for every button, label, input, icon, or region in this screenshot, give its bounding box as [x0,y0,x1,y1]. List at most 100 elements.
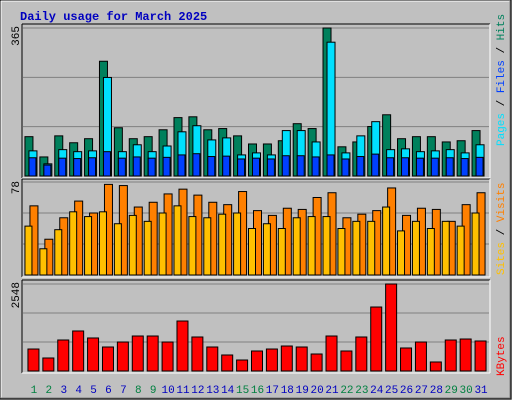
bar [222,155,231,177]
y-max-label: 365 [11,26,23,46]
chart-title: Daily usage for March 2025 [20,10,207,24]
bar [401,157,410,177]
bar [73,158,82,177]
bar [69,211,78,276]
y-max-label: 2548 [11,282,23,308]
x-tick-label: 23 [355,385,368,397]
x-tick-label: 17 [266,385,279,397]
bar [191,336,204,372]
bar [414,341,427,372]
bar [176,320,189,372]
bar [177,154,186,177]
bar [355,336,368,372]
bar [57,339,70,372]
bar [132,156,141,177]
bar [382,206,391,276]
bar [131,335,144,372]
bar [367,220,376,276]
bar [128,214,137,276]
bar [102,151,111,177]
bar [207,156,216,177]
legend: KBytes [496,336,508,376]
bar [265,348,278,372]
bar [460,158,469,177]
bar [266,158,275,177]
x-tick-label: 24 [370,385,384,397]
x-tick-label: 27 [415,385,428,397]
bar [251,350,263,372]
bar [356,156,365,177]
bar [233,212,242,276]
bar [411,220,420,276]
x-tick-label: 19 [296,385,309,397]
bar [143,220,152,276]
bar [39,248,48,276]
bar [352,220,361,276]
bar [474,340,487,372]
bar [471,212,480,276]
x-tick-label: 8 [135,385,142,397]
x-tick-label: 16 [251,385,264,397]
bar [88,157,97,177]
x-tick-label: 3 [60,385,67,397]
x-tick-label: 25 [385,385,398,397]
bar [441,220,450,276]
bar [54,229,63,276]
bar [400,347,413,372]
x-tick-label: 30 [460,385,473,397]
legend-separator: / [496,222,508,242]
legend-entry: Visits [496,183,508,223]
x-tick-label: 9 [150,385,157,397]
x-tick-label: 29 [445,385,458,397]
bar [281,155,290,177]
bar [206,346,219,372]
bar [84,216,93,276]
x-tick-label: 2 [46,385,53,397]
bar [444,339,457,372]
bar [87,337,100,372]
bar [277,228,286,276]
bar [311,156,320,177]
bar [188,216,197,276]
bar [325,335,338,372]
bar [58,157,67,177]
bar [430,157,439,177]
x-tick-label: 11 [176,385,190,397]
legend-entry: Files [496,60,508,93]
bar [252,157,260,177]
legend: Pages / Files / Hits [496,14,508,146]
x-tick-label: 7 [120,385,127,397]
bar [429,361,442,372]
x-tick-label: 6 [105,385,112,397]
bar [162,156,171,177]
bar [295,346,308,372]
bar [158,212,167,276]
bar [397,230,406,276]
x-tick-label: 28 [430,385,443,397]
bar [27,348,40,372]
bar [292,217,301,276]
bar [456,225,465,276]
bar [340,350,353,372]
legend-separator: / [496,40,508,60]
bar [116,341,129,372]
bar [98,211,107,276]
bar [386,157,395,177]
bar [28,157,37,177]
x-tick-label: 26 [400,385,413,397]
bar [459,338,472,372]
bar [415,157,424,177]
bar [370,306,383,372]
bar [117,157,126,177]
legend-separator: / [496,93,508,113]
bar [218,213,227,276]
bar [341,158,350,177]
bar [101,346,114,372]
bar [161,341,174,372]
bar [280,345,293,372]
bar [310,353,323,372]
bar [203,217,212,276]
x-tick-label: 13 [206,385,219,397]
bar [475,156,484,177]
